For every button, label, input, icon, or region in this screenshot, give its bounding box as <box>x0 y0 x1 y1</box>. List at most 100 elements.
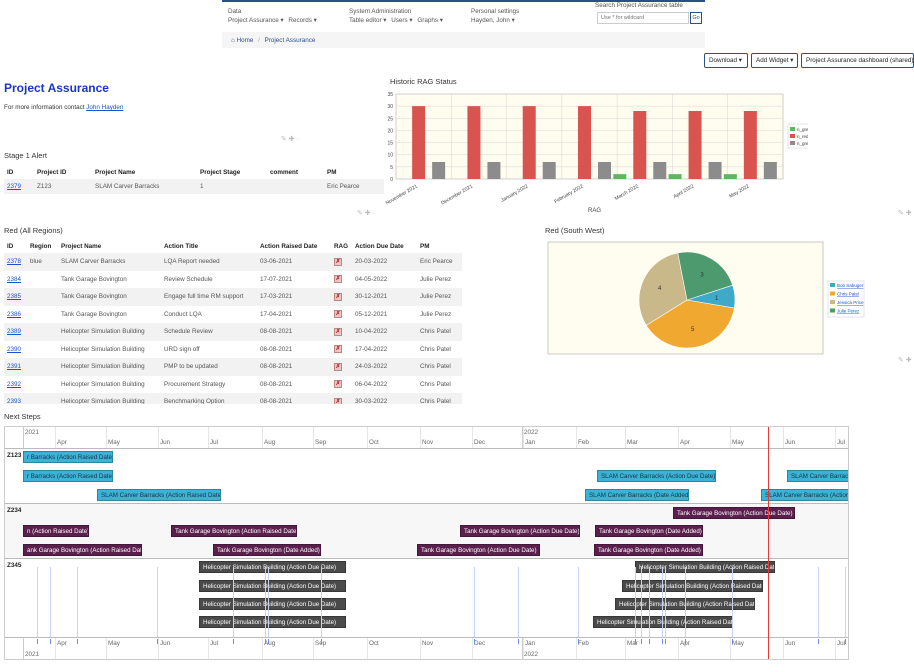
event-stem <box>77 567 78 637</box>
year-label: 2022 <box>524 429 539 436</box>
contact-link[interactable]: John Hayden <box>86 104 124 111</box>
event-marker <box>77 639 78 644</box>
timeline-item[interactable]: r Barracks (Action Raised Date) <box>23 451 113 463</box>
timeline-item[interactable]: Tank Garage Bovington (Action Due Date) <box>417 544 540 556</box>
record-id-link[interactable]: 2379 <box>7 183 22 190</box>
timeline-item[interactable]: Tank Garage Bovington (Date Added) <box>595 525 703 537</box>
column-header[interactable]: Project Stage <box>200 169 241 176</box>
timeline-item[interactable]: Helicopter Simulation Building (Action D… <box>199 580 346 592</box>
column-header[interactable]: Project Name <box>95 169 136 176</box>
nav-records[interactable]: Records <box>288 17 312 24</box>
table-cell: blue <box>30 258 42 266</box>
red-all-table-wrap[interactable]: ID Region Project Name Action Title Acti… <box>4 239 462 404</box>
record-id-link[interactable]: 2392 <box>7 380 22 388</box>
nav-graphs[interactable]: Graphs <box>417 17 439 24</box>
month-label: Mar <box>627 640 638 647</box>
column-header[interactable]: ID <box>7 242 14 250</box>
table-row: 2386 Tank Garage Bovington Conduct LQA 17-0… <box>4 306 462 324</box>
nav-personal-menu: Personal settings Hayden, John ▾ <box>471 8 520 24</box>
record-id-link[interactable]: 2393 <box>7 398 22 404</box>
table-cell: 30-12-2021 <box>355 293 388 301</box>
timeline-item[interactable]: Helicopter Simulation Building (Action R… <box>593 616 733 628</box>
legend-link[interactable]: Jessica Price <box>837 300 864 305</box>
widget-tools[interactable]: ✎ ✚ <box>898 210 912 217</box>
column-header[interactable]: Project ID <box>37 169 67 176</box>
widget-tools[interactable]: ✎ ✚ · <box>357 210 375 217</box>
timeline-item[interactable]: SLAM Carver Barracks (Action Due Date) <box>597 470 716 482</box>
timeline-item[interactable]: Helicopter Simulation Building (Action R… <box>622 580 763 592</box>
rag-red-icon: ✗ <box>334 292 342 301</box>
widget-tools[interactable]: ✎ ✚ · <box>281 136 299 143</box>
record-id-link[interactable]: 2384 <box>7 275 22 283</box>
record-id-link[interactable]: 2378 <box>7 258 22 266</box>
scroll-handle[interactable]: ‹ <box>444 396 447 403</box>
home-icon[interactable]: ⌂ <box>231 37 235 44</box>
widget-tools[interactable]: ✎ ✚ <box>898 357 912 364</box>
pie-slice[interactable] <box>677 251 734 301</box>
timeline-item[interactable]: Tank Garage Bovington (Action Due Date) <box>460 525 580 537</box>
table-cell: Tank Garage Bovington <box>61 310 127 318</box>
table-row: 2379 Z123 SLAM Carver Barracks 1 Eric Pe… <box>4 179 384 194</box>
table-cell: 24-03-2022 <box>355 363 388 371</box>
timeline-item[interactable]: Tank Garage Bovington (Date Added) <box>213 544 321 556</box>
record-id-link[interactable]: 2385 <box>7 293 22 301</box>
table-cell: 20-03-2022 <box>355 258 388 266</box>
legend-link[interactable]: Bob Sabuger <box>837 283 864 288</box>
column-header[interactable]: Action Due Date <box>355 242 404 250</box>
pie-slice[interactable] <box>638 252 688 326</box>
nav-users[interactable]: Users <box>391 17 408 24</box>
timeline-item[interactable]: SLAM Carver Barracks (Action D <box>761 489 848 501</box>
column-header[interactable]: ID <box>7 169 14 176</box>
legend-link[interactable]: Chris Patel <box>837 292 859 297</box>
group-label: Z123 <box>7 452 22 459</box>
add-widget-button[interactable]: Add Widget ▾ <box>751 53 798 68</box>
record-id-link[interactable]: 2391 <box>7 363 22 371</box>
legend-link[interactable]: Julie Perez <box>837 309 860 314</box>
nav-table-editor[interactable]: Table editor <box>349 17 382 24</box>
timeline-item[interactable]: Tank Garage Bovington (Action Raised Dat… <box>171 525 297 537</box>
search-input[interactable] <box>597 12 689 24</box>
event-marker <box>37 639 38 644</box>
timeline-item[interactable]: Helicopter Simulation Building (Action R… <box>635 561 775 573</box>
nav-project-assurance[interactable]: Project Assurance <box>228 17 279 24</box>
dashboard-button[interactable]: Project Assurance dashboard (shared) <box>801 53 914 68</box>
page-title: Project Assurance <box>4 81 109 95</box>
timeline-item[interactable]: r Barracks (Action Raised Date) <box>23 470 113 482</box>
record-id-link[interactable]: 2386 <box>7 310 22 318</box>
timeline-item[interactable]: Tank Garage Bovington (Action Due Date) <box>673 507 795 519</box>
table-cell <box>27 323 58 341</box>
bar-n_green <box>723 174 737 179</box>
table-cell: 17-04-2022 <box>355 345 388 353</box>
timeline-item[interactable]: SLAM Carver Barracks (Action Raised Date… <box>97 489 221 501</box>
month-label: Sep <box>315 439 327 446</box>
timeline-item[interactable]: Helicopter Simulation Building (Action D… <box>199 616 346 628</box>
x-tick-label: February 2022 <box>553 183 584 205</box>
timeline-item[interactable]: n (Action Raised Date) <box>23 525 89 537</box>
column-header[interactable]: Project Name <box>61 242 102 250</box>
column-header[interactable]: PM <box>420 242 430 250</box>
timeline-item[interactable]: SLAM Carver Barracks (Date Added) <box>585 489 689 501</box>
record-id-link[interactable]: 2389 <box>7 328 22 336</box>
column-header[interactable]: comment <box>270 169 298 176</box>
column-header[interactable]: Action Raised Date <box>260 242 318 250</box>
download-button[interactable]: Download ▾ <box>704 53 748 68</box>
column-header[interactable]: PM <box>327 169 337 176</box>
column-header[interactable]: RAG <box>334 242 348 250</box>
nav-user-menu[interactable]: Hayden, John <box>471 17 510 24</box>
x-tick-label: December 2021 <box>440 183 474 206</box>
breadcrumb-home[interactable]: Home <box>236 37 254 44</box>
timeline[interactable]: Apr Apr May May Jun Jun Jul Jul Aug Aug Sep Sep Oct O… <box>4 426 849 660</box>
timeline-item[interactable]: Tank Garage Bovington (Date Added) <box>594 544 703 556</box>
legend-label: n_red <box>797 134 808 139</box>
timeline-item[interactable]: ank Garage Bovington (Action Raised Date… <box>23 544 142 556</box>
column-header[interactable]: Action Title <box>164 242 199 250</box>
record-id-link[interactable]: 2390 <box>7 345 22 353</box>
search-go-button[interactable]: Go <box>690 12 702 24</box>
event-marker <box>635 639 636 644</box>
timeline-item[interactable]: Helicopter Simulation Building (Action D… <box>199 598 346 610</box>
breadcrumb-current[interactable]: Project Assurance <box>264 37 316 44</box>
timeline-item[interactable]: SLAM Carver Barrac <box>787 470 848 482</box>
x-axis-label: RAG <box>588 208 601 214</box>
column-header[interactable]: Region <box>30 242 52 250</box>
timeline-item[interactable]: Helicopter Simulation Building (Action D… <box>199 561 346 573</box>
